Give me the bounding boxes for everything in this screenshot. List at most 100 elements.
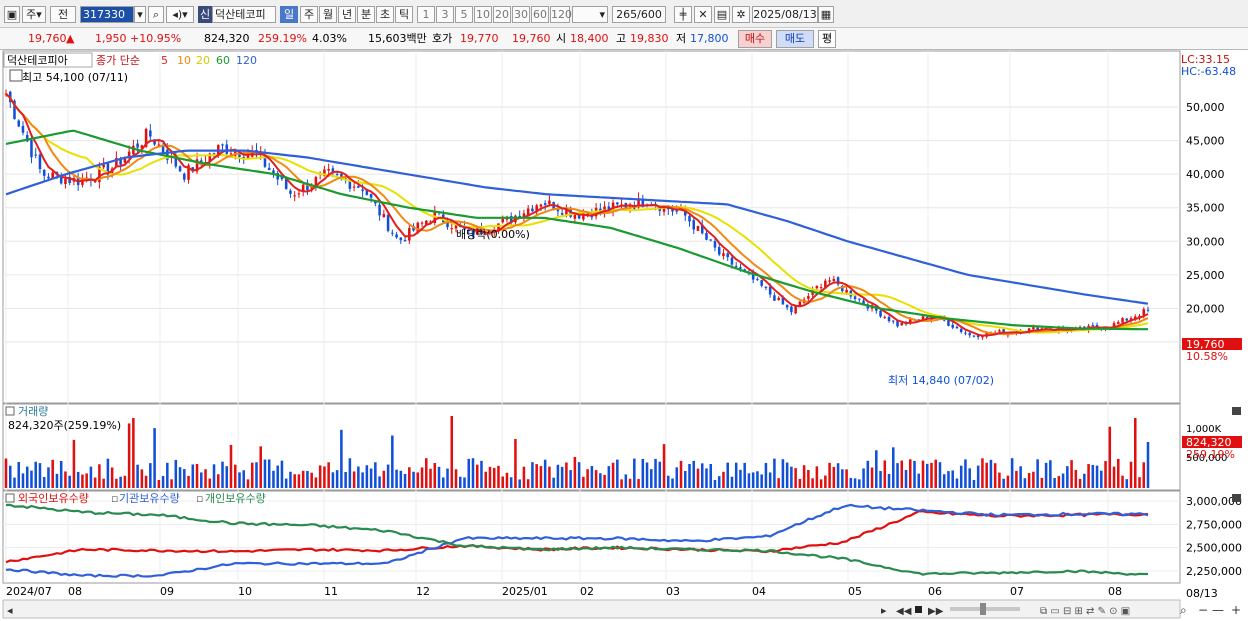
holding-tick-label: 2,250,000	[1186, 565, 1242, 578]
volume-bar	[21, 473, 25, 488]
holding-series-institution: 기관보유수량	[119, 492, 180, 505]
zoom-in-icon[interactable]: +	[1231, 603, 1241, 617]
count-field[interactable]: 265/600	[612, 6, 666, 23]
volume-bar	[938, 462, 942, 488]
candle-body	[700, 224, 704, 234]
holding-pane-icon[interactable]	[5, 493, 15, 503]
period-select[interactable]: 주▾	[22, 6, 46, 23]
volume-last-pct: 259.19%	[1186, 448, 1235, 461]
tab-period-day[interactable]: 일	[280, 6, 298, 23]
buy-button[interactable]: 매수	[738, 30, 772, 48]
candle-body	[841, 285, 844, 292]
volume-pane-icon[interactable]	[5, 406, 15, 416]
volume-bar	[709, 463, 712, 488]
candle-body	[751, 271, 755, 280]
volume-bar	[679, 460, 683, 488]
ma-label: 종가 단순	[96, 54, 140, 67]
code-dropdown-icon[interactable]: ▾	[134, 6, 146, 23]
volume-bar	[153, 428, 156, 488]
interval-30[interactable]: 30	[512, 6, 530, 23]
volume-bar	[1066, 466, 1069, 488]
rewind-icon[interactable]: ◀◀	[896, 606, 912, 617]
volume-bar	[747, 473, 751, 488]
candle-body	[195, 159, 199, 172]
crosshair-icon[interactable]: ✕	[694, 6, 712, 23]
prev-button[interactable]: 전	[50, 6, 76, 23]
holding-series-foreign: 외국인보유수량	[18, 492, 89, 505]
candle-icon[interactable]: ╪	[674, 6, 692, 23]
candle-body	[38, 154, 42, 170]
volume-bar	[1002, 478, 1005, 488]
volume-bar	[518, 479, 521, 488]
interval-10[interactable]: 10	[474, 6, 492, 23]
high-label: 고	[616, 32, 627, 45]
volume-bar	[989, 459, 993, 488]
zoom-bar-icon[interactable]: —	[1212, 603, 1224, 617]
volume-bar	[764, 462, 768, 488]
tab-period-tick[interactable]: 틱	[395, 6, 413, 23]
volume-bar	[98, 464, 101, 488]
zoom-slider-handle[interactable]	[980, 603, 986, 615]
candle-body	[420, 222, 424, 224]
volume-bar	[64, 471, 67, 488]
candle-body	[21, 125, 25, 133]
gear-icon[interactable]: ✲	[732, 6, 750, 23]
volume-pane-frame	[2, 403, 1181, 491]
sound-icon[interactable]: ◂)▾	[166, 6, 194, 23]
window-icon[interactable]: ▣	[4, 6, 20, 23]
volume-bar	[573, 456, 577, 488]
volume-bar	[263, 459, 267, 488]
candle-body	[675, 210, 679, 212]
candle-body	[352, 186, 356, 188]
search-icon[interactable]: ⌕	[148, 6, 164, 23]
volume-bar	[688, 464, 691, 488]
forward-icon[interactable]: ▶▶	[928, 606, 944, 617]
interval-60[interactable]: 60	[531, 6, 549, 23]
tab-period-minute[interactable]: 분	[357, 6, 375, 23]
interval-20[interactable]: 20	[493, 6, 511, 23]
tab-period-year[interactable]: 년	[338, 6, 356, 23]
search-zoom-icon[interactable]: ⌕	[1180, 603, 1187, 617]
interval-3[interactable]: 3	[436, 6, 454, 23]
chart-canvas[interactable]: 50,000 45,000 40,000 35,000 30,000 25,000 20,0…	[0, 50, 1248, 621]
interval-5[interactable]: 5	[455, 6, 473, 23]
holding-pane-close-icon[interactable]	[1232, 494, 1241, 502]
volume-bar	[110, 467, 114, 488]
interval-120[interactable]: 120	[550, 6, 572, 23]
volume-bar	[458, 476, 462, 488]
volume-bar	[717, 476, 721, 488]
stock-code-input[interactable]: 317330	[80, 6, 134, 23]
zoom-out-icon[interactable]: −	[1198, 603, 1208, 617]
candle-body	[717, 247, 721, 255]
tab-period-second[interactable]: 초	[376, 6, 394, 23]
volume-pane-close-icon[interactable]	[1232, 407, 1241, 415]
tab-period-month[interactable]: 월	[319, 6, 337, 23]
volume-bar	[195, 463, 199, 488]
save-icon[interactable]: ▤	[714, 6, 730, 23]
candle-body	[340, 173, 343, 178]
avg-button[interactable]: 평	[818, 30, 836, 48]
scroll-left-icon[interactable]: ◂	[7, 604, 13, 617]
chart-scrollbar[interactable]	[2, 599, 1181, 619]
volume-bar	[620, 479, 623, 488]
calendar-icon[interactable]: ▦	[818, 6, 834, 23]
chart-tools-icons[interactable]: ⧉ ▭ ⊟ ⊞ ⇄ ✎ ⊙ ▣	[1040, 606, 1130, 617]
tab-period-week[interactable]: 주	[300, 6, 318, 23]
volume-bar	[378, 476, 381, 488]
candle-body	[981, 336, 984, 338]
sell-button[interactable]: 매도	[776, 30, 814, 48]
stock-name-field[interactable]: 덕산테코피	[212, 6, 276, 23]
grid-toggle-icon[interactable]	[9, 69, 23, 82]
date-field[interactable]: 2025/08/13	[752, 6, 818, 23]
candle-body	[484, 233, 487, 235]
stop-icon[interactable]	[915, 606, 922, 613]
x-tick-label: 11	[324, 585, 338, 598]
candle-body	[998, 330, 1001, 332]
holding-tick-label: 3,000,000	[1186, 495, 1242, 508]
interval-dropdown[interactable]: ▾	[572, 6, 608, 23]
volume-bar	[221, 461, 224, 488]
period-select-value: 주	[26, 8, 37, 21]
scroll-right-icon[interactable]: ▸	[881, 604, 887, 617]
volume-bar	[611, 462, 615, 488]
interval-1[interactable]: 1	[417, 6, 435, 23]
